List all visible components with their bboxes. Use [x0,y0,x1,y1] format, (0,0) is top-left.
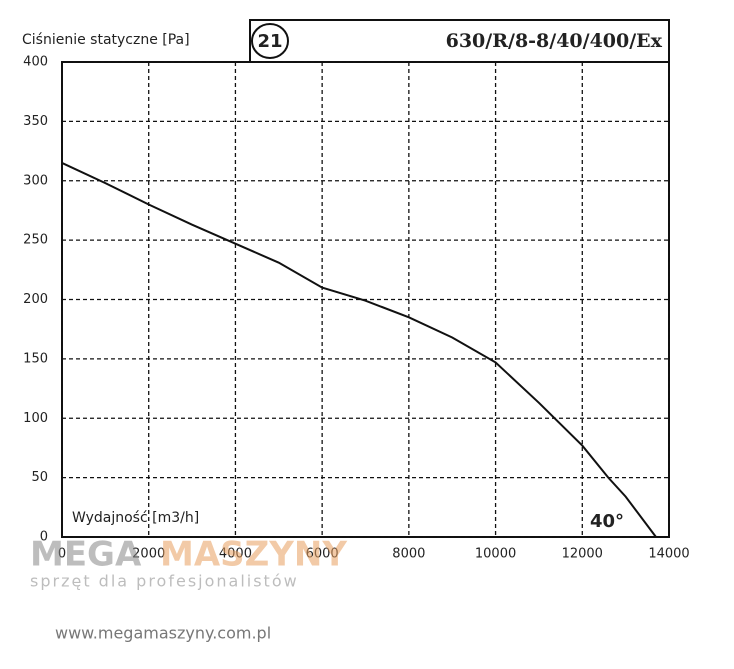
y-axis-label: Ciśnienie statyczne [Pa] [22,32,190,48]
x-tick-label: 14000 [648,547,689,562]
annotation: 40° [590,511,624,532]
watermark-brand: MEGA [30,535,142,575]
y-tick-label: 50 [31,470,48,485]
y-tick-label: 250 [23,233,48,248]
curve [61,162,657,538]
y-tick-label: 100 [23,411,48,426]
watermark: MEGA MASZYNY sprzęt dla profesjonalistów [30,535,347,591]
x-tick-label: 0 [58,547,66,562]
x-tick-label: 2000 [132,547,165,562]
x-axis-label: Wydajność [m3/h] [72,510,199,526]
y-tick-label: 0 [40,530,48,545]
watermark-url: www.megamaszyny.com.pl [55,624,271,643]
number-badge [251,23,289,59]
x-tick-label: 6000 [306,547,339,562]
y-tick-label: 200 [23,292,48,307]
x-tick-label: 12000 [562,547,603,562]
x-tick-label: 4000 [219,547,252,562]
watermark-brand: MASZYNY [160,535,347,575]
y-tick-label: 350 [23,114,48,129]
y-tick-label: 400 [23,55,48,70]
x-tick-label: 10000 [475,547,516,562]
watermark-slogan: sprzęt dla profesjonalistów [30,572,299,591]
chart-title: 630/R/8-8/40/400/Ex [446,30,663,52]
y-tick-label: 150 [23,351,48,366]
y-tick-label: 300 [23,173,48,188]
x-tick-label: 8000 [392,547,425,562]
chart-number: 21 [257,31,282,52]
